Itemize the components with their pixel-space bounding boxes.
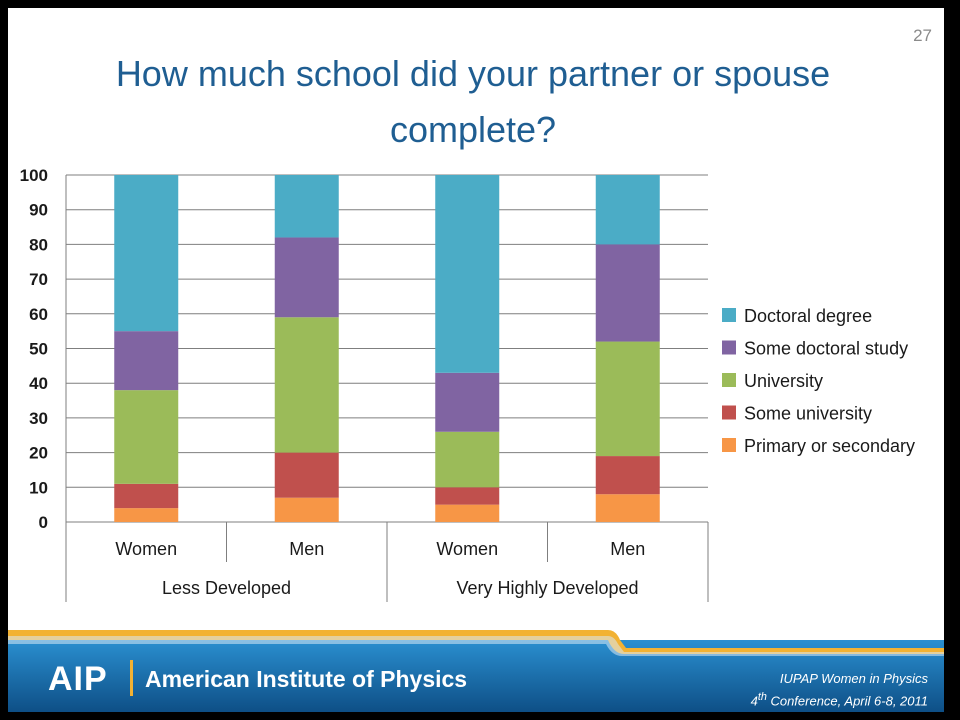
- organization-name: American Institute of Physics: [145, 666, 468, 692]
- y-tick-label: 90: [29, 201, 48, 220]
- slide-title: How much school did your partner or spou…: [115, 53, 831, 150]
- y-tick-label: 20: [29, 444, 48, 463]
- bar-segment: [435, 431, 500, 488]
- y-tick-label: 50: [29, 340, 48, 359]
- bar-segment: [274, 175, 339, 238]
- bar-segment: [595, 341, 660, 457]
- group-label: Very Highly Developed: [456, 578, 638, 598]
- bar-segment: [274, 452, 339, 498]
- bar-segment: [595, 456, 660, 495]
- x-tick-label: Women: [115, 539, 177, 559]
- logo-divider: [130, 660, 133, 696]
- bar-segment: [114, 175, 179, 332]
- bar-segment: [435, 175, 500, 373]
- legend-label: Primary or secondary: [744, 436, 915, 456]
- bar-segment: [114, 508, 179, 522]
- y-tick-label: 40: [29, 374, 48, 393]
- footer-banner: AIP American Institute of Physics IUPAP …: [8, 626, 944, 712]
- conference-line-1: IUPAP Women in Physics: [779, 671, 928, 686]
- y-tick-label: 30: [29, 409, 48, 428]
- bar-segment: [274, 237, 339, 318]
- footer-background: [8, 630, 944, 712]
- aip-logo: AIP: [48, 660, 108, 698]
- stacked-bar-chart: 0 10 20 30 40 50 60 70 80 90 100 Women Men Women Men Le…: [20, 166, 915, 602]
- y-tick-label: 70: [29, 270, 48, 289]
- bar-segment: [435, 372, 500, 432]
- x-tick-label: Men: [610, 539, 645, 559]
- bar-segment: [595, 175, 660, 245]
- y-tick-label: 60: [29, 305, 48, 324]
- conference-info: IUPAP Women in Physics 4th Conference, A…: [751, 670, 928, 710]
- bar-segment: [274, 497, 339, 522]
- legend-swatch: [722, 405, 736, 420]
- legend-label: Some university: [744, 404, 872, 424]
- y-tick-label: 0: [39, 513, 48, 532]
- legend-swatch: [722, 438, 736, 452]
- legend-label: Doctoral degree: [744, 306, 872, 326]
- conference-line-2: 4th Conference, April 6-8, 2011: [751, 688, 928, 710]
- conference-ordinal-suffix: th: [757, 691, 767, 703]
- bar-segment: [595, 244, 660, 342]
- bar-segment: [435, 487, 500, 505]
- conference-date: Conference, April 6-8, 2011: [766, 693, 928, 709]
- legend-swatch: [722, 308, 736, 322]
- conference-ordinal: 4: [750, 693, 758, 709]
- legend-swatch: [722, 373, 736, 387]
- y-tick-label: 80: [29, 235, 48, 254]
- bar-segment: [114, 331, 179, 391]
- slide: 27 How much school did your partner or s…: [8, 8, 944, 712]
- slide-number: 27: [913, 26, 932, 45]
- legend-label: Some doctoral study: [744, 339, 908, 359]
- x-tick-label: Women: [436, 539, 498, 559]
- bar-segment: [435, 504, 500, 522]
- bar-segment: [274, 317, 339, 453]
- legend-label: University: [744, 371, 823, 391]
- y-tick-label: 100: [20, 166, 48, 185]
- bar-segment: [114, 483, 179, 509]
- x-tick-label: Men: [289, 539, 324, 559]
- group-label: Less Developed: [162, 578, 291, 598]
- y-tick-label: 10: [29, 478, 48, 497]
- bar-segment: [114, 390, 179, 484]
- legend-swatch: [722, 340, 736, 355]
- bar-segment: [595, 494, 660, 522]
